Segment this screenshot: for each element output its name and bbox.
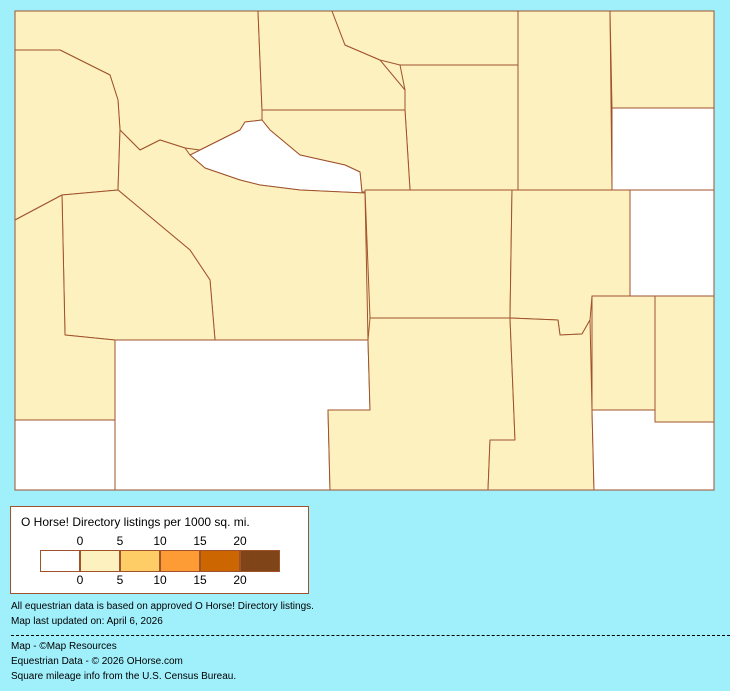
county[interactable] xyxy=(609,10,715,109)
updated-note: Map last updated on: April 6, 2026 xyxy=(11,616,163,627)
legend-bottom-tick: 5 xyxy=(116,573,124,587)
legend-bottom-tick: 10 xyxy=(153,573,167,587)
county[interactable] xyxy=(611,107,715,191)
county-map xyxy=(14,10,715,491)
county[interactable] xyxy=(591,295,656,411)
legend-bottom-tick: 0 xyxy=(76,573,84,587)
legend-swatch xyxy=(40,550,80,572)
legend-top-tick: 5 xyxy=(116,534,124,548)
county[interactable] xyxy=(629,189,715,297)
legend: O Horse! Directory listings per 1000 sq.… xyxy=(10,506,309,594)
divider xyxy=(11,635,730,636)
county[interactable] xyxy=(364,189,513,319)
county[interactable] xyxy=(399,64,519,191)
legend-swatch xyxy=(240,550,280,572)
county[interactable] xyxy=(591,409,715,491)
data-basis-note: All equestrian data is based on approved… xyxy=(11,601,314,612)
legend-top-tick: 10 xyxy=(153,534,167,548)
data-credit: Equestrian Data - © 2026 OHorse.com xyxy=(11,656,183,667)
legend-top-tick: 0 xyxy=(76,534,84,548)
legend-title: O Horse! Directory listings per 1000 sq.… xyxy=(21,515,250,529)
legend-swatch xyxy=(200,550,240,572)
legend-bottom-tick: 20 xyxy=(233,573,247,587)
county[interactable] xyxy=(14,419,116,491)
county[interactable] xyxy=(654,295,715,423)
legend-swatch xyxy=(120,550,160,572)
legend-top-tick: 20 xyxy=(233,534,247,548)
legend-top-tick: 15 xyxy=(193,534,207,548)
county[interactable] xyxy=(517,10,613,191)
census-credit: Square mileage info from the U.S. Census… xyxy=(11,671,237,682)
legend-bottom-tick: 15 xyxy=(193,573,207,587)
legend-swatch xyxy=(80,550,120,572)
map-credit: Map - ©Map Resources xyxy=(11,641,117,652)
legend-swatch xyxy=(160,550,200,572)
